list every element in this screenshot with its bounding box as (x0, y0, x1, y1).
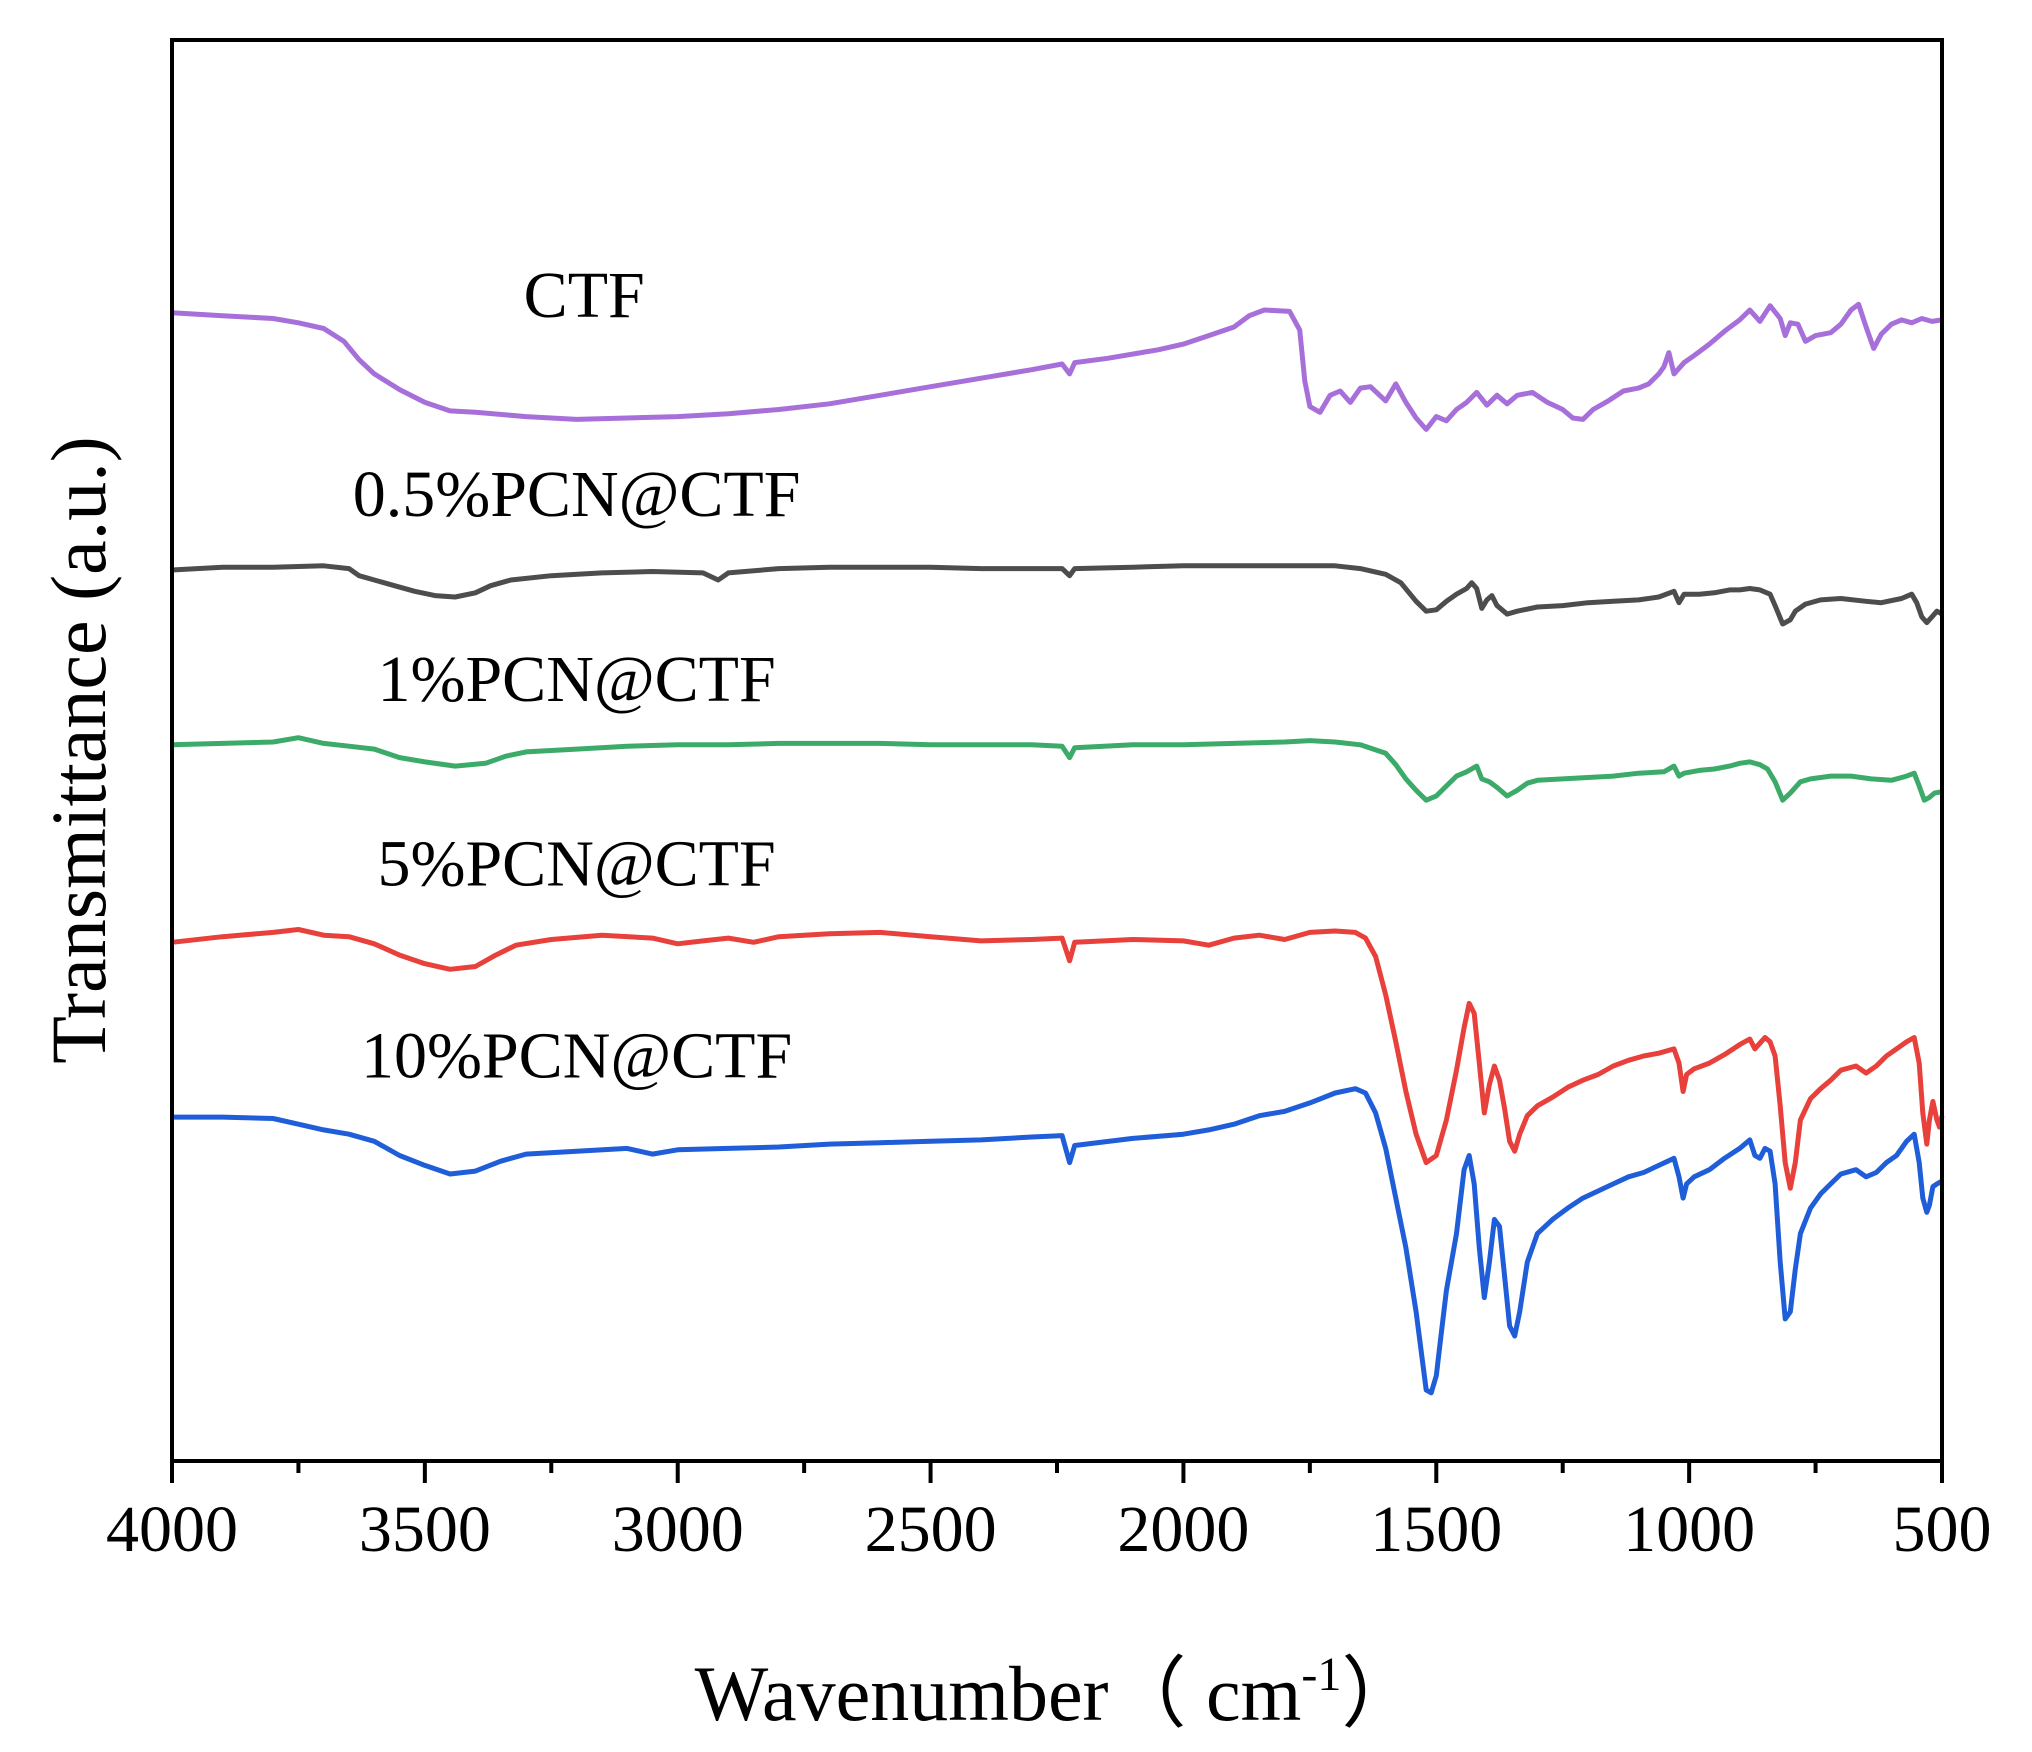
series-label-1: 0.5%PCN@CTF (353, 458, 801, 531)
x-tick-label-3: 2500 (865, 1493, 997, 1566)
series-label-3: 5%PCN@CTF (377, 828, 775, 901)
series-label-0: CTF (524, 259, 645, 332)
x-tick-label-5: 1500 (1370, 1493, 1502, 1566)
x-tick-label-1: 3500 (359, 1493, 491, 1566)
series-label-4: 10%PCN@CTF (361, 1019, 792, 1092)
x-axis-ticks: 4000 3500 3000 2500 2000 1500 1000 500 (106, 1461, 1992, 1566)
series-line-0 (171, 301, 1943, 432)
series-line-1 (171, 563, 1944, 627)
series-label-2: 1%PCN@CTF (377, 643, 775, 716)
x-tick-label-2: 3000 (612, 1493, 744, 1566)
series-label-layer: CTF 0.5%PCN@CTF 1%PCN@CTF 5%PCN@CTF 10%PCN@C… (353, 259, 801, 1092)
x-tick-label-7: 500 (1893, 1493, 1992, 1566)
x-tick-label-6: 1000 (1623, 1493, 1755, 1566)
x-tick-label-0: 4000 (106, 1493, 238, 1566)
y-axis-title: Transmittance (a.u.) (35, 436, 122, 1063)
x-tick-label-4: 2000 (1117, 1493, 1249, 1566)
series-line-3 (171, 927, 1945, 1191)
series-line-2 (171, 735, 1943, 803)
x-axis-title: Wavenumber（ cm-1） (695, 1648, 1420, 1737)
series-layer (171, 301, 1945, 1396)
plot-frame (170, 38, 1944, 1463)
series-line-4 (172, 1086, 1944, 1396)
